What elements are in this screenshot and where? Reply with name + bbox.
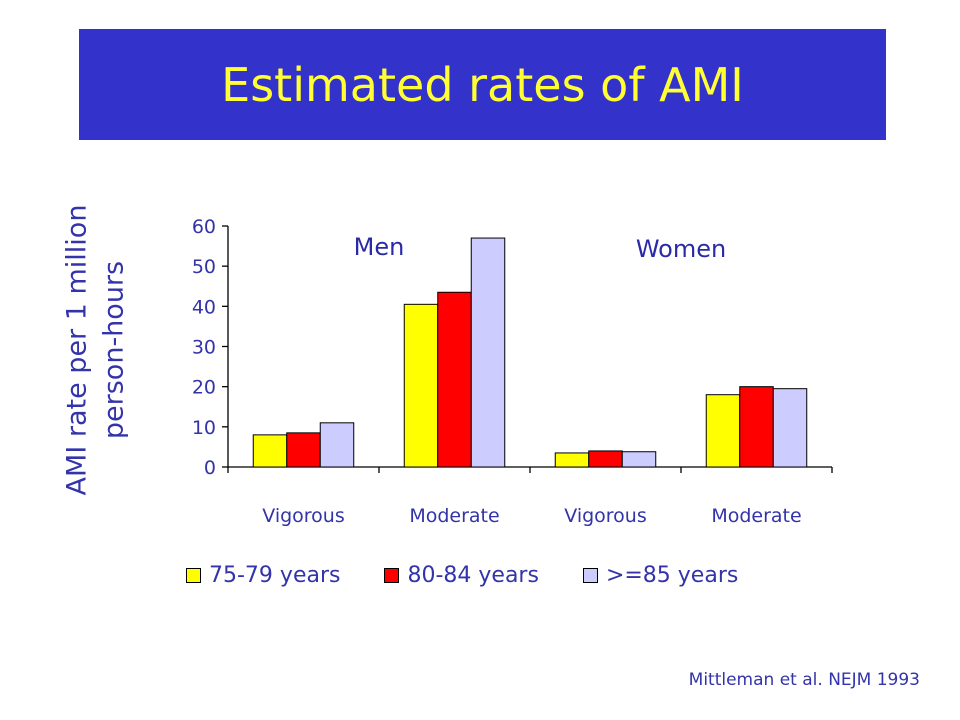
bar-s1-c0 <box>286 432 321 468</box>
category-label-1: Moderate <box>409 505 499 527</box>
group-label-0: Men <box>354 233 405 261</box>
title-banner: Estimated rates of AMI <box>79 29 886 140</box>
bar-s0-c0 <box>252 434 288 468</box>
bar-s1-c3 <box>739 386 774 468</box>
y-tick-label-50: 50 <box>192 256 216 278</box>
category-label-3: Moderate <box>711 505 801 527</box>
bar-s2-c0 <box>319 422 355 468</box>
group-label-1: Women <box>636 235 726 263</box>
bar-s2-c1 <box>470 237 506 468</box>
y-tick-label-30: 30 <box>192 337 216 359</box>
bar-s2-c3 <box>772 388 808 468</box>
category-label-0: Vigorous <box>262 505 345 527</box>
slide-title: Estimated rates of AMI <box>221 57 744 112</box>
legend-item-75-79: 75-79 years <box>186 563 340 588</box>
bar-s0-c1 <box>403 303 439 468</box>
legend-swatch-80-84 <box>384 567 400 583</box>
bar-s0-c2 <box>554 452 590 468</box>
bar-chart: 0 10 20 30 40 50 60 Vigorous Moderate Vigorous Mod… <box>192 216 833 527</box>
source-citation: Mittleman et al. NEJM 1993 <box>688 670 920 690</box>
y-tick-label-60: 60 <box>192 216 216 238</box>
legend-swatch-75-79 <box>186 567 201 583</box>
legend-label-75-79: 75-79 years <box>209 562 341 588</box>
bar-s0-c3 <box>705 394 741 468</box>
legend-label-80-84: 80-84 years <box>407 562 539 588</box>
legend-label-85-plus: >=85 years <box>605 562 739 588</box>
y-tick-label-10: 10 <box>192 417 216 439</box>
bar-s1-c2 <box>588 450 623 468</box>
bar-s1-c1 <box>437 291 472 468</box>
y-tick-label-40: 40 <box>192 296 216 318</box>
category-label-2: Vigorous <box>564 505 647 527</box>
y-tick-label-0: 0 <box>204 457 216 479</box>
legend-item-85-plus: >=85 years <box>582 562 739 588</box>
legend-swatch-85-plus <box>582 567 598 583</box>
y-tick-label-20: 20 <box>192 377 216 399</box>
bar-s2-c2 <box>621 451 657 468</box>
legend-item-80-84: 80-84 years <box>384 562 539 588</box>
legend: 75-79 years 80-84 years >=85 years <box>186 560 826 590</box>
